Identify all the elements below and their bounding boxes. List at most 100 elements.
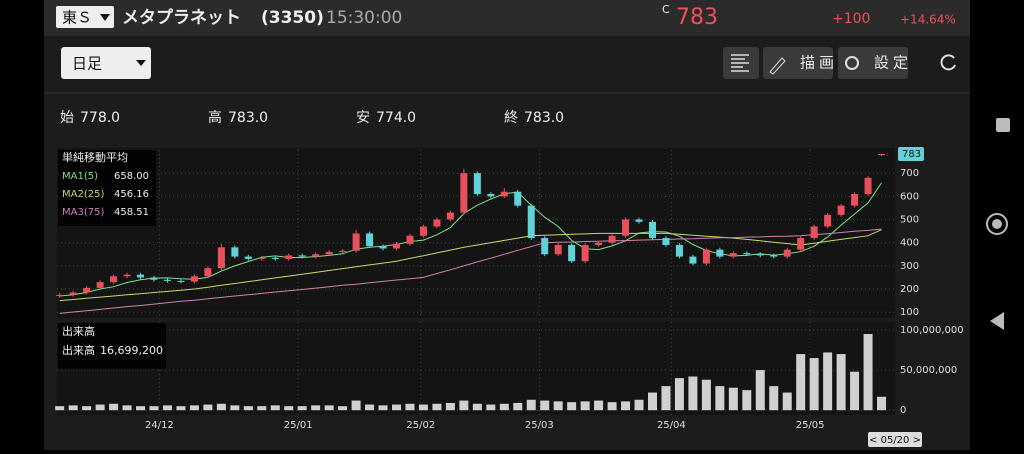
volume-bar [257, 406, 267, 411]
volume-bar [432, 403, 442, 411]
ma-legend-title: 単純移動平均 [62, 150, 128, 164]
candle-body [541, 238, 549, 255]
candle-body [393, 243, 401, 249]
stock-code: (3350) [261, 8, 324, 28]
draw-label: 描画 [800, 54, 838, 72]
volume-bar [742, 390, 752, 411]
x-tick-label: 24/12 [145, 420, 174, 431]
legend-name: MA2(25) [62, 189, 104, 200]
candle-body [312, 254, 320, 257]
ohlc-label: 終 [504, 110, 518, 126]
candle-body [514, 191, 522, 206]
x-tick-label: 25/02 [406, 420, 435, 431]
candle-body [810, 226, 818, 239]
settings-button[interactable] [838, 47, 908, 79]
y-tick-label: 200 [900, 284, 919, 295]
draw-button[interactable] [763, 47, 833, 79]
candle-body [339, 250, 347, 252]
volume-bar [378, 405, 388, 411]
candle-body [878, 153, 886, 156]
volume-bar [445, 402, 455, 411]
volume-bar [823, 352, 833, 411]
volume-bar [243, 406, 253, 411]
candle-body [446, 212, 454, 220]
change-pct: +14.64% [900, 13, 956, 27]
ohlc-value: 774.0 [376, 110, 416, 126]
candle-body [366, 233, 374, 247]
price: 783 [676, 5, 718, 30]
candle-body [217, 247, 225, 269]
nav-home[interactable] [986, 213, 1008, 235]
candle-body [244, 256, 252, 259]
candle-body [204, 268, 212, 277]
stock-name: メタプラネット [122, 7, 241, 28]
candle-body [163, 279, 171, 281]
dropdown-arrow [136, 60, 146, 66]
candle-body [595, 242, 603, 246]
candle-body [716, 249, 724, 257]
volume-bar [162, 405, 172, 411]
volume-legend-title: 出来高 [62, 324, 95, 338]
volume-legend-value: 16,699,200 [100, 344, 163, 357]
y-tick-label: 700 [900, 168, 919, 179]
volume-bar [55, 406, 65, 411]
ohlc-label: 高 [208, 109, 222, 126]
candle-body [851, 194, 859, 206]
volume-bar [338, 406, 348, 411]
y-tick-label: 0 [900, 405, 906, 416]
candle-body [56, 294, 64, 296]
candle-body [137, 274, 145, 278]
x-tick-label: 25/03 [525, 420, 554, 431]
volume-bar [499, 403, 509, 411]
settings-label: 設定 [874, 54, 912, 72]
period-dropdown[interactable] [61, 47, 151, 79]
volume-bar [715, 386, 725, 411]
volume-bar [68, 405, 78, 411]
ohlc-value: 783.0 [228, 110, 268, 126]
refresh-icon[interactable] [940, 54, 956, 71]
candle-body [285, 255, 293, 259]
nav-back[interactable] [990, 312, 1004, 330]
x-tick-label: 25/01 [284, 420, 313, 431]
candle-body [864, 177, 872, 195]
legend-value: 658.00 [114, 171, 149, 182]
volume-bar [526, 399, 536, 411]
volume-bar [418, 404, 428, 411]
volume-bar [122, 405, 132, 411]
nav-recent[interactable] [996, 118, 1010, 132]
ohlc-label: 始 [60, 110, 74, 126]
candle-body [190, 276, 198, 282]
ohlc-value: 778.0 [80, 110, 120, 126]
price-prefix: C [662, 3, 670, 16]
volume-legend-label: 出来高 [62, 343, 95, 357]
icon [845, 56, 859, 70]
candle-body [729, 253, 737, 257]
volume-bar [311, 405, 321, 411]
volume-bar [701, 379, 711, 411]
volume-bar [674, 378, 684, 411]
volume-bar [836, 354, 846, 411]
candle-body [487, 194, 495, 197]
volume-bar [351, 400, 361, 411]
volume-bar [324, 405, 334, 411]
exchange-dropdown[interactable] [56, 6, 114, 28]
legend-value: 456.16 [114, 189, 149, 200]
legend-name: MA1(5) [62, 171, 98, 182]
candle-body [743, 253, 751, 255]
candle-body [123, 274, 131, 277]
ma-legend-box [58, 150, 156, 226]
candle-body [662, 238, 670, 246]
volume-bar [688, 376, 698, 411]
candle-body [258, 257, 266, 259]
x-tick-label: 25/05 [796, 420, 825, 431]
volume-bar [392, 404, 402, 411]
candle-body [824, 214, 832, 227]
legend-name: MA3(75) [62, 207, 104, 218]
volume-bar [850, 371, 860, 411]
period: 日足 [72, 55, 102, 73]
volume-bar [216, 403, 226, 411]
candle-body [756, 254, 764, 256]
volume-bar [203, 404, 213, 411]
volume-bar [621, 401, 631, 411]
candle-body [406, 235, 414, 244]
